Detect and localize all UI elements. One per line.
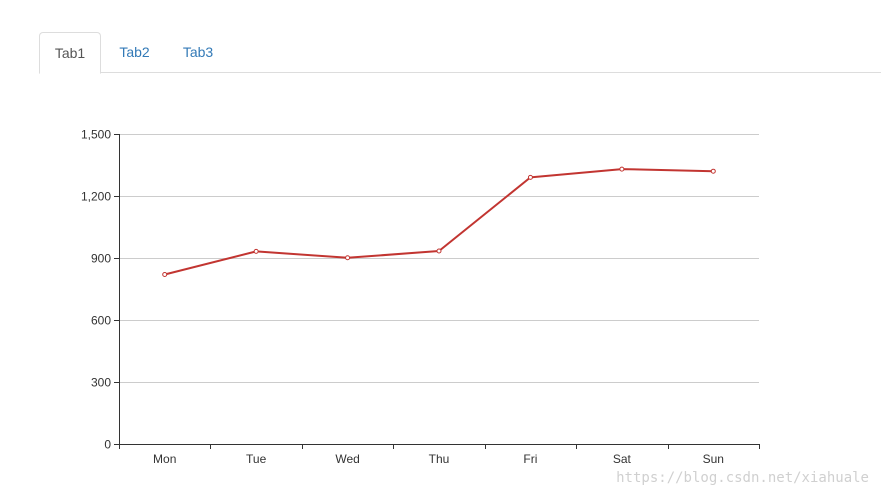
x-tick-label: Sun <box>703 452 724 466</box>
y-tick-label: 1,500 <box>81 128 111 142</box>
tab-3[interactable]: Tab3 <box>182 44 214 60</box>
data-point <box>436 248 442 254</box>
y-tick-label: 600 <box>91 314 111 328</box>
data-point <box>710 168 716 174</box>
tab-bar: Tab1 Tab2 Tab3 <box>39 32 881 74</box>
tab-1[interactable]: Tab1 <box>39 32 101 74</box>
y-tick-label: 300 <box>91 376 111 390</box>
x-tick-label: Fri <box>523 452 537 466</box>
data-point <box>253 248 259 254</box>
x-tick-label: Mon <box>153 452 176 466</box>
watermark: https://blog.csdn.net/xiahuale <box>616 470 869 486</box>
data-point <box>345 255 351 261</box>
x-tick-label: Sat <box>613 452 632 466</box>
y-tick-label: 900 <box>91 252 111 266</box>
tab-2[interactable]: Tab2 <box>119 44 150 60</box>
data-point <box>162 272 168 278</box>
x-tick-label: Wed <box>335 452 359 466</box>
data-point <box>527 174 533 180</box>
x-tick-label: Thu <box>429 452 450 466</box>
data-point <box>619 166 625 172</box>
x-tick-label: Tue <box>246 452 267 466</box>
y-tick-label: 0 <box>104 438 111 452</box>
y-tick-label: 1,200 <box>81 190 111 204</box>
